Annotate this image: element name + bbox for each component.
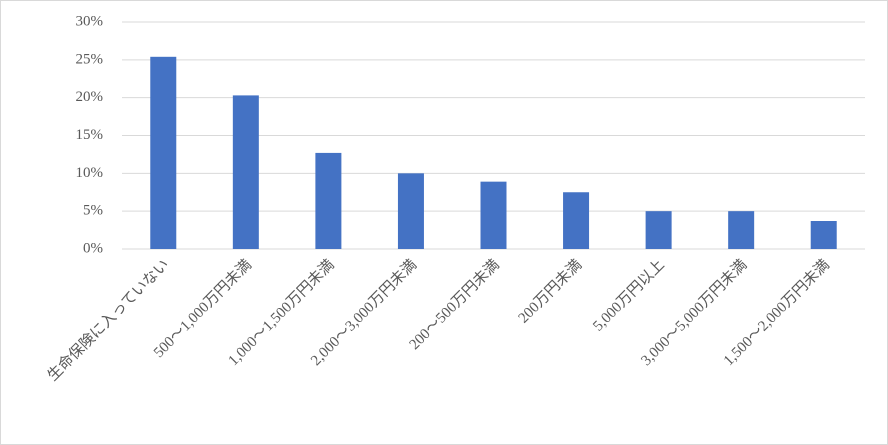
y-tick-label: 5% — [83, 203, 103, 219]
y-tick-label: 0% — [83, 240, 103, 256]
bar — [728, 211, 755, 249]
bar — [810, 221, 837, 249]
y-tick-label: 10% — [76, 165, 104, 181]
y-tick-label: 25% — [76, 51, 104, 67]
bar — [150, 56, 177, 249]
y-tick-label: 15% — [76, 127, 104, 143]
y-tick-label: 30% — [76, 13, 104, 29]
bar — [232, 95, 259, 249]
bar — [480, 181, 507, 249]
bar — [645, 211, 672, 249]
y-tick-label: 20% — [76, 89, 104, 105]
bar — [563, 192, 590, 249]
bar — [315, 152, 342, 249]
bar — [397, 173, 424, 249]
